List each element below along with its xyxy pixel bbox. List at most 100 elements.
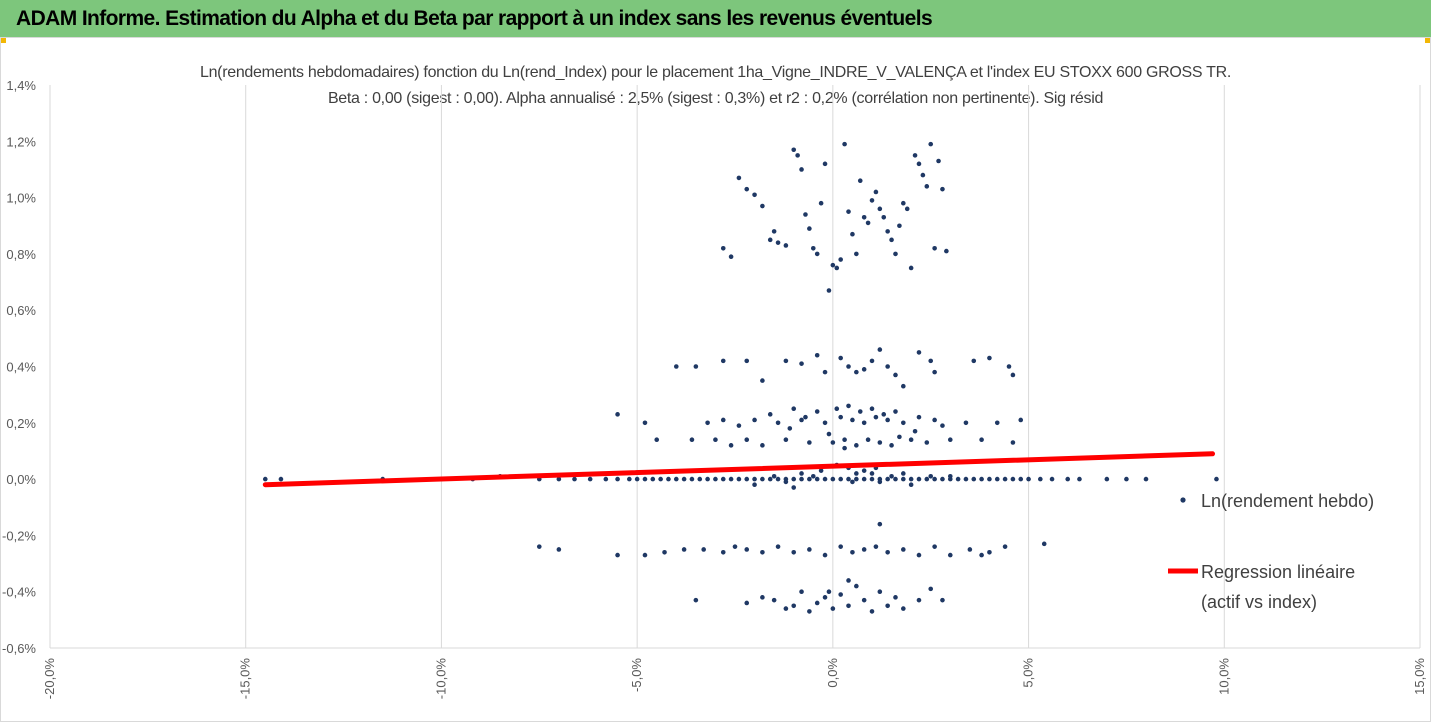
data-point (850, 231, 855, 237)
data-point (834, 265, 840, 271)
data-point (807, 547, 812, 552)
data-point (736, 175, 742, 181)
data-point (861, 367, 867, 372)
data-point (697, 476, 703, 482)
data-point (861, 597, 867, 603)
data-point (881, 215, 887, 220)
data-point (932, 369, 937, 375)
data-point (873, 189, 879, 195)
data-point (846, 578, 851, 583)
data-point (963, 476, 969, 482)
data-point (963, 420, 969, 426)
data-point (904, 206, 910, 212)
data-point (693, 364, 699, 369)
data-point (940, 423, 945, 428)
data-point (932, 417, 937, 423)
data-point (713, 437, 718, 442)
data-point (603, 476, 609, 482)
data-point (987, 476, 992, 482)
data-point (850, 549, 855, 555)
data-point (940, 597, 945, 603)
data-point (693, 597, 699, 603)
data-point (826, 431, 832, 437)
data-point (799, 361, 804, 366)
data-point (791, 147, 797, 153)
data-point (869, 358, 875, 364)
data-point (799, 471, 804, 476)
data-point (854, 251, 859, 257)
data-point (901, 547, 906, 552)
data-point (818, 200, 824, 206)
data-point (869, 609, 875, 614)
data-point (783, 358, 789, 364)
y-tick-label: 0,4% (6, 360, 36, 375)
data-point (869, 198, 875, 203)
x-tick-label: 5,0% (1021, 658, 1036, 688)
data-point (803, 212, 808, 217)
data-point (760, 378, 765, 383)
data-point (865, 220, 871, 226)
data-point (916, 414, 922, 420)
data-point (893, 372, 898, 378)
data-point (877, 347, 883, 352)
data-point (947, 437, 953, 442)
data-point (889, 237, 894, 243)
data-point (732, 544, 738, 549)
data-point (744, 186, 750, 192)
data-point (994, 420, 1000, 426)
corner-mark-left (0, 37, 6, 43)
data-point (971, 476, 977, 482)
data-point (767, 412, 773, 417)
data-point (861, 420, 867, 426)
data-point (916, 350, 922, 355)
data-point (760, 443, 765, 448)
data-point (994, 476, 1000, 482)
data-point (947, 552, 953, 558)
data-point (842, 445, 847, 451)
data-point (885, 229, 890, 234)
data-point (889, 473, 894, 479)
data-point (689, 437, 695, 442)
data-point (861, 468, 867, 473)
data-point (857, 178, 863, 184)
data-point (701, 547, 706, 552)
data-point (728, 476, 734, 482)
data-point (838, 476, 843, 482)
data-point (783, 243, 789, 248)
data-point (834, 406, 840, 412)
data-point (1010, 476, 1016, 482)
x-tick-label: -20,0% (42, 658, 57, 700)
data-point (752, 476, 757, 482)
data-point (720, 417, 726, 423)
data-point (556, 547, 562, 552)
data-point (744, 600, 750, 606)
data-point (736, 476, 742, 482)
y-tick-label: -0,6% (2, 641, 36, 656)
data-point (814, 352, 820, 358)
legend-label-points: Ln(rendement hebdo) (1201, 491, 1374, 511)
data-point (1010, 440, 1016, 445)
legend-label-regression: Regression linéaire (1201, 562, 1355, 582)
data-point (771, 229, 777, 234)
data-point (1002, 544, 1008, 549)
data-point (814, 409, 820, 414)
data-point (932, 544, 937, 549)
data-point (1143, 476, 1149, 482)
data-point (791, 476, 797, 482)
data-point (814, 476, 820, 482)
data-point (807, 476, 812, 482)
data-point (1214, 476, 1219, 482)
data-point (760, 549, 765, 555)
y-tick-label: 1,2% (6, 134, 36, 149)
data-point (791, 406, 797, 412)
data-point (987, 549, 992, 555)
data-point (826, 288, 832, 293)
data-point (807, 440, 812, 445)
data-point (873, 414, 879, 420)
data-point (1026, 476, 1031, 482)
data-point (278, 476, 284, 482)
data-point (814, 600, 820, 606)
data-point (861, 547, 867, 552)
data-point (803, 414, 808, 420)
data-point (893, 476, 898, 482)
